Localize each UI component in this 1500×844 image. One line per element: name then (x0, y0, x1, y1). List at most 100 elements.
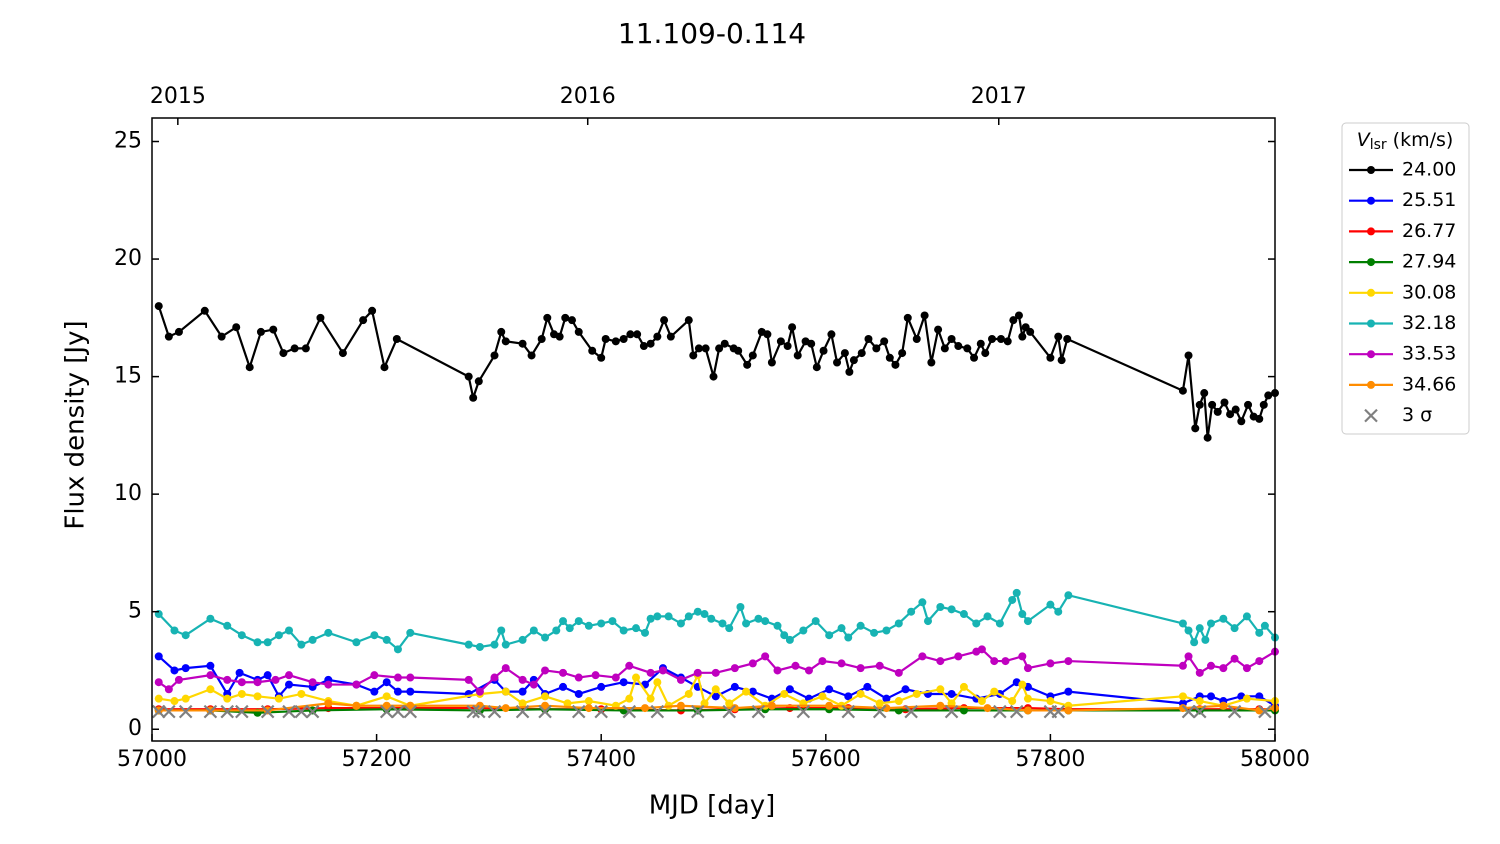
point (541, 692, 550, 701)
point (308, 678, 317, 687)
point (1054, 332, 1063, 341)
point (1018, 610, 1027, 619)
point (297, 689, 306, 698)
x-marker (203, 704, 218, 719)
point (406, 673, 415, 682)
point (475, 642, 484, 651)
x-marker-stroke (751, 704, 766, 719)
point (308, 635, 317, 644)
point (711, 692, 720, 701)
point (597, 353, 606, 362)
x-marker-stroke (904, 704, 918, 719)
x-marker-stroke (571, 704, 586, 719)
point (271, 675, 280, 684)
point (490, 351, 499, 360)
point (518, 687, 527, 696)
point (537, 334, 546, 343)
point (825, 631, 834, 640)
point (872, 344, 881, 353)
x-marker (944, 704, 959, 719)
x-marker-stroke (1051, 704, 1066, 719)
x-marker (691, 704, 705, 719)
point (1255, 414, 1264, 423)
point (619, 678, 628, 687)
point (237, 689, 246, 698)
point (818, 692, 827, 701)
point (1014, 311, 1023, 320)
point (274, 631, 283, 640)
point (844, 633, 853, 642)
point (936, 657, 945, 666)
point (565, 624, 574, 633)
point (518, 699, 527, 708)
point (464, 675, 473, 684)
point (761, 652, 770, 661)
point (807, 339, 816, 348)
point (891, 360, 900, 369)
point (639, 342, 648, 351)
x-marker-stroke (1192, 704, 1207, 719)
point (626, 330, 635, 339)
point (174, 675, 183, 684)
point (253, 638, 262, 647)
x-marker-stroke (841, 704, 856, 719)
point (785, 635, 794, 644)
legend-label: 25.51 (1402, 189, 1456, 211)
point (653, 612, 662, 621)
x-marker-stroke (1181, 704, 1196, 719)
point (742, 687, 751, 696)
x-marker (1009, 704, 1024, 719)
point (181, 631, 190, 640)
point (923, 617, 932, 626)
point (1206, 692, 1215, 701)
point (972, 619, 981, 628)
point (776, 337, 785, 346)
point (597, 619, 606, 628)
point (693, 607, 702, 616)
x-marker (151, 704, 166, 719)
point (767, 701, 776, 710)
point (936, 701, 945, 710)
x-marker-stroke (220, 704, 235, 719)
point (1008, 697, 1017, 706)
point (959, 706, 968, 715)
point (1219, 664, 1228, 673)
x-marker-stroke (691, 704, 705, 719)
point (1195, 668, 1204, 677)
point (1023, 706, 1032, 715)
point (837, 624, 846, 633)
point (324, 628, 333, 637)
point (885, 353, 894, 362)
point (206, 671, 215, 680)
point (734, 346, 743, 355)
point (563, 699, 572, 708)
point (584, 621, 593, 630)
x-marker-stroke (515, 704, 530, 719)
point (223, 675, 232, 684)
x-marker (1181, 704, 1196, 719)
x-marker-stroke (391, 704, 405, 719)
point (1064, 657, 1073, 666)
point (959, 610, 968, 619)
point (285, 671, 294, 680)
point (561, 313, 570, 322)
point (927, 358, 936, 367)
point (845, 367, 854, 376)
legend-label: 32.18 (1402, 312, 1456, 334)
x-marker (904, 704, 918, 719)
point (894, 619, 903, 628)
point (1195, 624, 1204, 633)
point (1178, 386, 1187, 395)
point (170, 626, 179, 635)
point (1259, 400, 1268, 409)
point (1367, 380, 1375, 389)
point (963, 344, 972, 353)
point (235, 668, 244, 677)
x-marker-stroke (403, 704, 418, 719)
point (857, 349, 866, 358)
point (591, 671, 600, 680)
point (903, 313, 912, 322)
x-tick-label: 57400 (566, 747, 636, 772)
point (469, 393, 478, 402)
point (763, 330, 772, 339)
